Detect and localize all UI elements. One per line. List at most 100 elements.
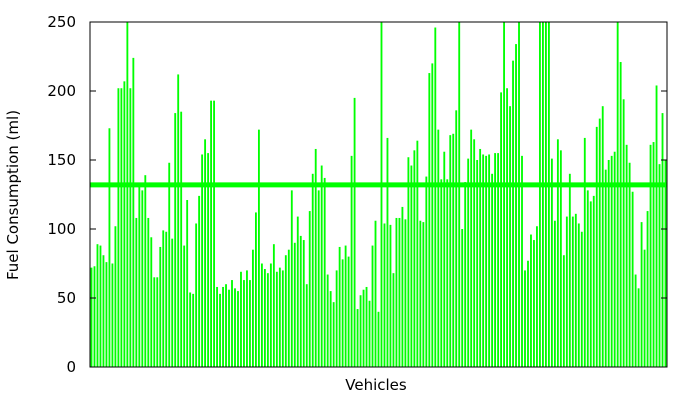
bar <box>183 245 186 367</box>
y-tick-label: 0 <box>66 358 76 376</box>
bar <box>108 128 111 367</box>
bar <box>536 226 538 367</box>
bar <box>455 110 458 367</box>
bar <box>485 155 488 367</box>
bar <box>150 237 153 367</box>
bar <box>577 223 580 367</box>
bar <box>598 118 601 367</box>
bar <box>281 270 284 367</box>
bar <box>392 273 395 367</box>
bar <box>120 88 123 368</box>
bar <box>269 263 272 367</box>
bar <box>437 129 440 367</box>
bar <box>90 267 93 367</box>
bar <box>240 271 242 367</box>
bar <box>658 164 661 367</box>
bar <box>374 220 377 367</box>
bar <box>162 230 165 367</box>
bar <box>559 150 562 367</box>
bar <box>114 226 117 367</box>
bar <box>565 216 568 367</box>
bar <box>452 133 455 367</box>
bar <box>338 246 341 367</box>
bar <box>389 224 392 367</box>
bar <box>518 22 520 367</box>
bar <box>512 60 514 367</box>
bar <box>500 92 502 367</box>
bar <box>311 173 314 367</box>
bar <box>530 234 532 367</box>
bar <box>476 160 479 367</box>
bar <box>634 274 637 367</box>
bar <box>329 291 332 367</box>
bar <box>252 249 254 367</box>
bar <box>515 44 517 367</box>
bar <box>335 270 338 367</box>
bar <box>228 289 230 367</box>
bar <box>174 113 177 367</box>
bar <box>341 259 344 367</box>
bar <box>320 165 323 367</box>
bar <box>622 99 625 367</box>
bar <box>607 160 610 367</box>
bars-group <box>90 22 667 368</box>
bar <box>111 263 114 367</box>
bar <box>210 100 212 367</box>
bar <box>494 153 497 367</box>
bar <box>344 245 347 367</box>
bar <box>425 176 428 367</box>
bar <box>443 151 446 367</box>
bar <box>308 211 311 367</box>
bar <box>664 160 667 367</box>
bar <box>592 195 595 367</box>
bar <box>473 139 476 367</box>
y-axis-label: Fuel Consumption (ml) <box>4 110 22 280</box>
bar <box>589 201 592 367</box>
bar <box>198 195 201 367</box>
bar <box>413 150 416 367</box>
bar <box>153 277 156 367</box>
bar <box>580 231 583 367</box>
y-tick-label: 250 <box>47 13 76 31</box>
bar <box>278 267 281 367</box>
bar <box>416 140 419 367</box>
bar <box>383 223 386 367</box>
bar <box>619 62 622 368</box>
bar <box>419 220 422 367</box>
bar <box>326 274 329 367</box>
y-tick-label: 200 <box>47 82 76 100</box>
bar <box>204 139 207 367</box>
bar <box>661 113 664 367</box>
bar <box>249 280 251 367</box>
bar <box>347 256 350 367</box>
bar <box>359 295 362 367</box>
bar <box>446 179 449 367</box>
bar <box>398 217 401 367</box>
bar <box>177 74 180 367</box>
x-axis-label: Vehicles <box>345 376 407 394</box>
bar <box>299 235 302 367</box>
bar <box>497 153 500 367</box>
bar <box>99 245 102 367</box>
bar <box>117 88 120 368</box>
bar <box>556 139 559 367</box>
bar <box>404 219 407 367</box>
bar <box>123 81 126 367</box>
bar <box>147 217 150 367</box>
bar <box>488 154 491 367</box>
bar <box>467 158 470 367</box>
bar <box>461 229 464 367</box>
bar <box>491 173 494 367</box>
bar <box>231 280 233 367</box>
bar <box>625 144 628 367</box>
bar <box>547 22 550 367</box>
bar <box>195 223 198 367</box>
bar <box>287 249 290 367</box>
y-tick-label: 150 <box>47 151 76 169</box>
bar <box>302 240 305 367</box>
bar <box>407 157 410 367</box>
bar <box>225 284 227 367</box>
bar <box>144 175 147 367</box>
bar <box>284 255 287 367</box>
